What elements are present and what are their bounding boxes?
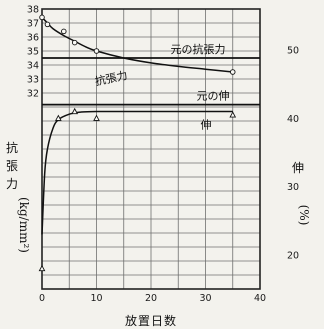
y-right-tick-label: 30 bbox=[287, 182, 299, 193]
x-tick-label: 10 bbox=[90, 293, 102, 304]
y-right-tick-label: 50 bbox=[287, 45, 299, 56]
data-point bbox=[39, 14, 45, 21]
data-point bbox=[229, 111, 237, 118]
series-line-elongation bbox=[41, 110, 233, 235]
x-tick-label: 0 bbox=[39, 293, 45, 304]
y-left-tick-label: 34 bbox=[27, 61, 39, 72]
y-left-tick-label: 32 bbox=[27, 89, 39, 100]
y-left-tick-label: 35 bbox=[27, 47, 39, 58]
series-label-elongation: 伸 bbox=[201, 118, 212, 131]
y-left-tick-label: 37 bbox=[27, 19, 39, 30]
reference-line-label: 元の伸 bbox=[197, 90, 230, 103]
data-point bbox=[71, 107, 79, 115]
y-right-tick-label: 20 bbox=[287, 250, 299, 261]
x-tick-label: 20 bbox=[145, 293, 157, 304]
series-line-tensile bbox=[41, 16, 233, 73]
y-right-axis-unit: (%) bbox=[297, 205, 311, 226]
data-point bbox=[44, 21, 51, 28]
reference-line-label: 元の抗張力 bbox=[171, 42, 226, 56]
data-point bbox=[93, 48, 100, 54]
data-point bbox=[71, 39, 78, 46]
data-point bbox=[93, 114, 100, 121]
y-right-axis-label: 伸 bbox=[292, 161, 304, 175]
y-left-axis-label-char: 力 bbox=[6, 177, 18, 191]
data-point bbox=[229, 69, 236, 75]
y-right-tick-label: 40 bbox=[287, 114, 299, 125]
y-left-tick-label: 33 bbox=[27, 75, 39, 86]
x-tick-label: 40 bbox=[254, 293, 266, 304]
series-label-tensile: 抗張力 bbox=[94, 68, 129, 89]
y-left-axis-label-char: 抗 bbox=[6, 140, 18, 155]
reference-lines bbox=[42, 57, 260, 106]
data-point bbox=[61, 28, 67, 35]
y-left-tick-label: 36 bbox=[27, 33, 39, 44]
plot-frame bbox=[41, 8, 261, 290]
data-point bbox=[55, 114, 62, 121]
y-left-axis-label-char: 張 bbox=[6, 159, 18, 173]
series bbox=[38, 14, 237, 272]
grid bbox=[42, 9, 260, 289]
x-axis-label: 放置日数 bbox=[125, 313, 177, 328]
tick-labels: 32 33 34 35 36 37 38 20 30 40 50 0 10 20 30 40 bbox=[27, 5, 299, 305]
data-point bbox=[38, 264, 46, 272]
x-tick-label: 30 bbox=[199, 293, 211, 304]
y-left-tick-label: 38 bbox=[27, 5, 39, 16]
y-left-axis-unit: (kg/mm²) bbox=[17, 197, 31, 253]
